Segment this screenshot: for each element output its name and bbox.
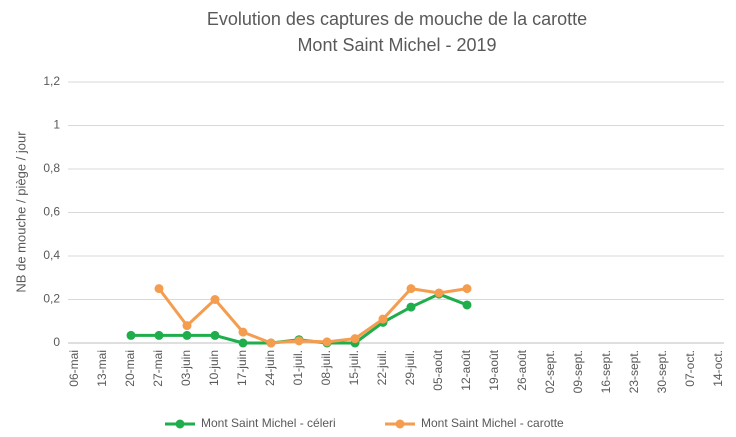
y-tick-label: 1,2 [43, 74, 60, 88]
x-tick-label: 13-mai [95, 350, 109, 387]
point [210, 295, 220, 304]
x-tick-label: 06-mai [67, 350, 81, 387]
point [322, 337, 332, 347]
point [462, 300, 472, 310]
x-tick-label: 22-juil. [375, 350, 389, 385]
x-tick-label: 10-juin [207, 350, 221, 386]
chart-title: Evolution des captures de mouche de la c… [207, 9, 587, 29]
point [238, 338, 248, 348]
x-tick-label: 08-juil. [319, 350, 333, 385]
y-tick-label: 1 [53, 118, 60, 132]
point [238, 327, 248, 337]
y-tick-label: 0,8 [43, 161, 60, 175]
point [266, 338, 276, 348]
x-tick-label: 14-oct. [711, 350, 725, 387]
x-tick-label: 01-juil. [291, 350, 305, 385]
legend-label: Mont Saint Michel - céleri [201, 416, 336, 430]
point [154, 330, 164, 340]
x-tick-label: 07-oct. [683, 350, 697, 387]
point [294, 336, 304, 346]
point [406, 302, 416, 312]
point [434, 288, 444, 298]
x-tick-label: 27-mai [151, 350, 165, 387]
x-tick-label: 09-sept. [571, 350, 585, 393]
point [406, 284, 416, 294]
x-tick-label: 02-sept. [543, 350, 557, 393]
x-tick-label: 15-juil. [347, 350, 361, 385]
y-tick-label: 0 [53, 335, 60, 349]
x-tick-label: 03-juin [179, 350, 193, 386]
x-tick-label: 23-sept. [627, 350, 641, 393]
series-line [157, 287, 468, 345]
point [182, 321, 192, 331]
point [462, 284, 472, 294]
x-tick-label: 30-sept. [655, 350, 669, 393]
x-tick-label: 24-juin [263, 350, 277, 386]
x-tick-label: 26-août [515, 349, 529, 390]
legend-marker [395, 419, 405, 429]
x-tick-label: 12-août [459, 349, 473, 390]
point [350, 334, 360, 344]
point [182, 330, 192, 340]
legend-label: Mont Saint Michel - carotte [421, 416, 564, 430]
legend-marker [175, 419, 185, 429]
y-tick-label: 0,6 [43, 205, 60, 219]
x-tick-label: 29-juil. [403, 350, 417, 385]
y-axis-label: NB de mouche / piège / jour [13, 131, 28, 293]
chart-subtitle: Mont Saint Michel - 2019 [297, 35, 496, 55]
x-tick-label: 17-juin [235, 350, 249, 386]
x-tick-label: 19-août [487, 349, 501, 390]
point [154, 284, 164, 294]
y-tick-label: 0,4 [43, 248, 60, 262]
point [210, 330, 220, 340]
point [378, 314, 388, 324]
y-tick-label: 0,2 [43, 292, 60, 306]
x-tick-label: 16-sept. [599, 350, 613, 393]
x-tick-label: 20-mai [123, 350, 137, 387]
x-tick-label: 05-août [431, 349, 445, 390]
point [126, 330, 136, 340]
